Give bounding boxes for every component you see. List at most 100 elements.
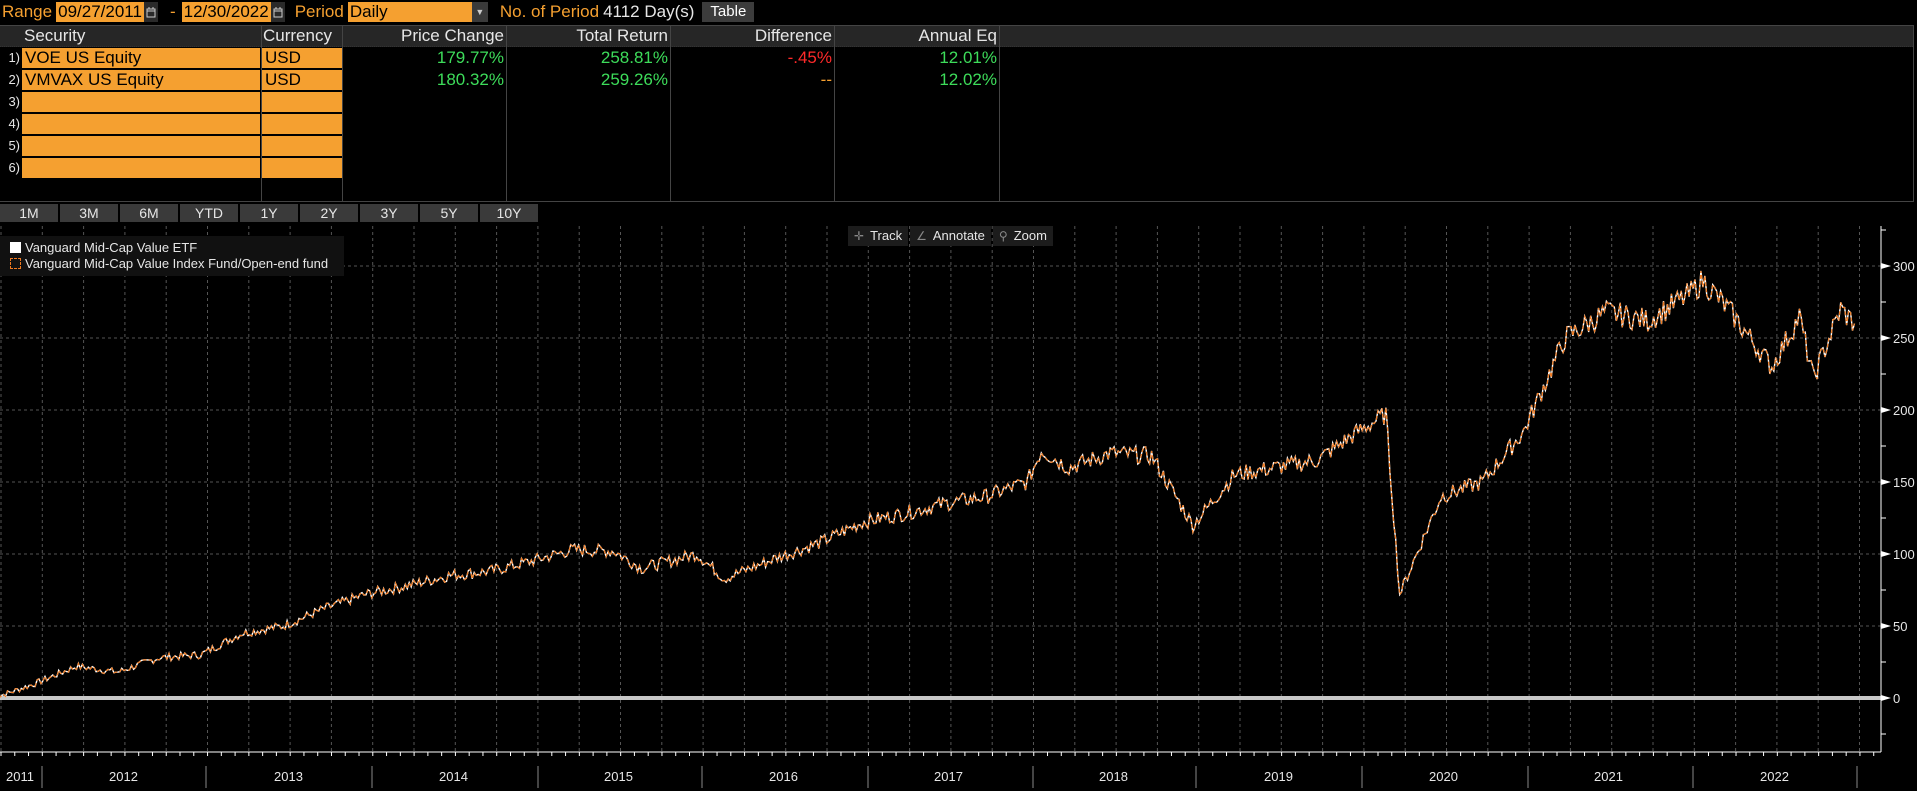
magnifier-icon: ⚲	[998, 229, 1008, 243]
security-input[interactable]	[22, 136, 260, 156]
header-difference: Difference	[754, 26, 832, 45]
periods-count-value: 4112 Day(s)	[603, 2, 695, 21]
performance-chart[interactable]	[0, 224, 1917, 791]
period-button-3m[interactable]: 3M	[60, 204, 118, 222]
currency-input[interactable]	[262, 92, 342, 112]
securities-table: Security Currency Price Change Total Ret…	[0, 25, 1914, 202]
end-date-input[interactable]: 12/30/2022	[181, 2, 271, 22]
y-tick-marker	[1881, 407, 1891, 413]
period-button-bar: 1M 3M 6M YTD 1Y 2Y 3Y 5Y 10Y	[0, 204, 540, 222]
x-tick-label: 2019	[1264, 769, 1293, 784]
legend-label: Vanguard Mid-Cap Value Index Fund/Open-e…	[25, 256, 329, 271]
period-select[interactable]: Daily	[347, 2, 472, 22]
row-number: 5)	[8, 138, 20, 153]
end-calendar-button[interactable]	[270, 2, 285, 22]
y-tick-label: 200	[1893, 403, 1915, 418]
range-label: Range	[2, 2, 53, 21]
toolbar: Range 09/27/2011 - 12/30/2022 Period Dai…	[0, 0, 1917, 24]
zoom-label: Zoom	[1013, 228, 1047, 243]
column-divider	[261, 26, 262, 201]
y-tick-marker	[1881, 479, 1891, 485]
security-input[interactable]: VMVAX US Equity	[22, 70, 260, 90]
x-tick-label: 2018	[1099, 769, 1128, 784]
security-input[interactable]	[22, 92, 260, 112]
legend-label: Vanguard Mid-Cap Value ETF	[25, 240, 198, 255]
row-number: 2)	[8, 72, 20, 87]
y-tick-label: 150	[1893, 475, 1915, 490]
difference-value: --	[820, 70, 832, 89]
track-label: Track	[870, 228, 903, 243]
row-number: 4)	[8, 116, 20, 131]
annotate-label: Annotate	[932, 228, 985, 243]
zoom-button[interactable]: ⚲ Zoom	[992, 226, 1053, 246]
total-return-value: 258.81%	[600, 48, 668, 67]
currency-input[interactable]: USD	[262, 48, 342, 68]
chart-legend: Vanguard Mid-Cap Value ETF Vanguard Mid-…	[0, 236, 344, 276]
x-tick-label: 2013	[274, 769, 303, 784]
annotate-button[interactable]: ∠ Annotate	[910, 226, 991, 246]
y-tick-label: 300	[1893, 259, 1915, 274]
header-annual-eq: Annual Eq	[918, 26, 997, 45]
row-number: 3)	[8, 94, 20, 109]
legend-swatch-orange	[10, 258, 21, 269]
price-change-value: 179.77%	[436, 48, 504, 67]
currency-input[interactable]	[262, 114, 342, 134]
column-divider	[834, 26, 835, 201]
calendar-icon	[146, 6, 156, 17]
legend-swatch-white	[10, 242, 21, 253]
currency-input[interactable]	[262, 158, 342, 178]
period-button-3y[interactable]: 3Y	[360, 204, 418, 222]
period-button-ytd[interactable]: YTD	[180, 204, 238, 222]
x-tick-label: 2014	[439, 769, 468, 784]
difference-value: -.45%	[787, 48, 832, 67]
currency-input[interactable]	[262, 136, 342, 156]
y-tick-marker	[1881, 695, 1891, 701]
row-number: 1)	[8, 50, 20, 65]
period-button-6m[interactable]: 6M	[120, 204, 178, 222]
header-total-return: Total Return	[576, 26, 668, 45]
period-label: Period	[294, 2, 344, 21]
period-button-1m[interactable]: 1M	[0, 204, 58, 222]
table-button[interactable]: Table	[702, 2, 755, 22]
annual-eq-value: 12.01%	[939, 48, 997, 67]
chevron-down-icon[interactable]: ▼	[471, 2, 488, 22]
start-date-input[interactable]: 09/27/2011	[56, 2, 144, 22]
crosshair-icon: ✛	[854, 229, 865, 243]
column-divider	[506, 26, 507, 201]
x-tick-label: 2015	[604, 769, 633, 784]
x-tick-label: 2017	[934, 769, 963, 784]
x-tick-label: 2022	[1760, 769, 1789, 784]
legend-item-fund[interactable]: Vanguard Mid-Cap Value Index Fund/Open-e…	[10, 256, 328, 271]
period-button-5y[interactable]: 5Y	[420, 204, 478, 222]
period-button-2y[interactable]: 2Y	[300, 204, 358, 222]
y-tick-label: 50	[1893, 619, 1908, 634]
column-divider	[670, 26, 671, 201]
x-tick-label: 2012	[109, 769, 138, 784]
y-tick-label: 0	[1893, 691, 1901, 706]
y-tick-label: 100	[1893, 547, 1915, 562]
y-tick-marker	[1881, 335, 1891, 341]
start-calendar-button[interactable]	[143, 2, 158, 22]
security-input[interactable]: VOE US Equity	[22, 48, 260, 68]
column-divider	[999, 26, 1000, 201]
period-button-1y[interactable]: 1Y	[240, 204, 298, 222]
series-line-fund	[0, 270, 1856, 698]
row-number: 6)	[8, 160, 20, 175]
x-tick-label: 2021	[1594, 769, 1623, 784]
legend-item-etf[interactable]: Vanguard Mid-Cap Value ETF	[10, 240, 197, 255]
chart-tools: ✛ Track ∠ Annotate ⚲ Zoom	[848, 226, 1055, 246]
series-line-etf	[0, 270, 1856, 699]
track-button[interactable]: ✛ Track	[848, 226, 909, 246]
security-input[interactable]	[22, 158, 260, 178]
table-header: Security Currency Price Change Total Ret…	[0, 26, 1913, 47]
security-input[interactable]	[22, 114, 260, 134]
price-change-value: 180.32%	[436, 70, 504, 89]
calendar-icon	[273, 6, 283, 17]
range-separator: -	[169, 2, 176, 21]
y-tick-marker	[1881, 551, 1891, 557]
header-currency: Currency	[263, 26, 332, 45]
currency-input[interactable]: USD	[262, 70, 342, 90]
y-tick-label: 250	[1893, 331, 1915, 346]
period-button-10y[interactable]: 10Y	[480, 204, 538, 222]
x-tick-label: 2020	[1429, 769, 1458, 784]
